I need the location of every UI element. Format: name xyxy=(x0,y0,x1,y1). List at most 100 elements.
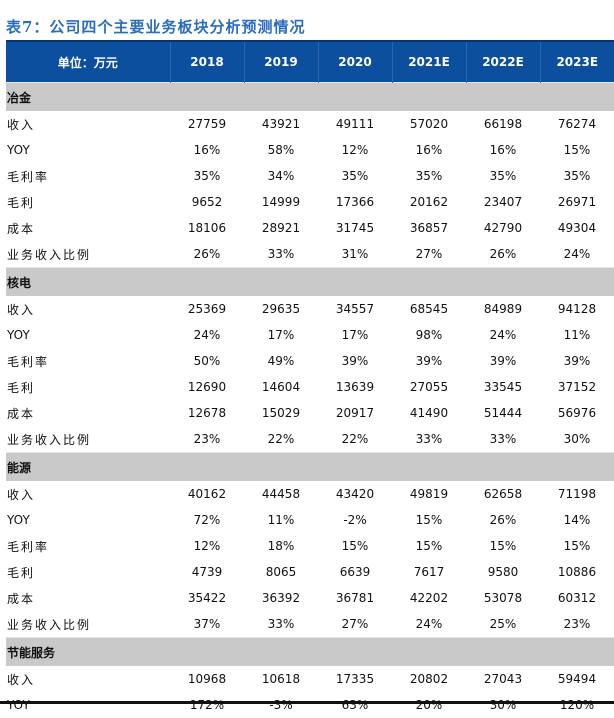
table-cell: 94128 xyxy=(557,302,597,316)
table-row: 收入 27759 43921 49111 57020 66198 76274 xyxy=(6,111,614,137)
table-cell: 18% xyxy=(267,539,295,553)
table-cell: 35% xyxy=(341,169,369,183)
table-row: 业务收入比例 26% 33% 31% 27% 26% 24% xyxy=(6,241,614,268)
table-row: 收入 40162 44458 43420 49819 62658 71198 xyxy=(6,481,614,507)
table-cell: 25369 xyxy=(187,302,227,316)
row-label: 毛利率 xyxy=(7,539,50,554)
table-cell: 31% xyxy=(341,247,369,261)
table-cell: 26% xyxy=(193,247,221,261)
table-cell: 72% xyxy=(193,513,221,527)
bottom-rule xyxy=(0,701,614,704)
table-cell: 71198 xyxy=(557,487,597,501)
table-cell: 15% xyxy=(415,539,443,553)
table-cell: 37152 xyxy=(557,380,597,394)
table-cell: 12% xyxy=(193,539,221,553)
table-row: YOY 172% -3% 63% 20% 30% 120% xyxy=(6,692,614,718)
table-cell: 57020 xyxy=(409,117,449,131)
section-name: 核电 xyxy=(6,267,614,296)
table-cell: 35422 xyxy=(187,591,227,605)
table-cell: 120% xyxy=(559,698,595,712)
table-cell: 13639 xyxy=(335,380,375,394)
table-cell: 28921 xyxy=(261,221,301,235)
table-cell: 43921 xyxy=(261,117,301,131)
row-label: 收入 xyxy=(7,117,36,132)
table-cell: 35% xyxy=(563,169,591,183)
table-cell: 62658 xyxy=(483,487,523,501)
table-cell: 172% xyxy=(189,698,225,712)
table-cell: 23% xyxy=(563,617,591,631)
table-cell: -2% xyxy=(343,513,367,527)
section-name: 冶金 xyxy=(6,82,614,111)
year-header: 2019 xyxy=(243,40,318,83)
table-cell: 40162 xyxy=(187,487,227,501)
table-cell: 10886 xyxy=(557,565,597,579)
forecast-table: 单位：万元 2018 2019 2020 2021E 2022E 2023E 冶… xyxy=(6,40,614,718)
year-header: 2023E xyxy=(539,40,614,83)
table-cell: 39% xyxy=(341,354,369,368)
unit-header: 单位：万元 xyxy=(6,40,170,83)
row-label: 收入 xyxy=(7,672,36,687)
row-label: 成本 xyxy=(7,591,36,606)
table-cell: 10968 xyxy=(187,672,227,686)
table-cell: 26% xyxy=(489,513,517,527)
table-cell: 63% xyxy=(341,698,369,712)
table-cell: 33% xyxy=(489,432,517,446)
section-header-row: 冶金 xyxy=(6,82,614,111)
section-name: 能源 xyxy=(6,452,614,481)
table-cell: 33% xyxy=(267,247,295,261)
table-row: 成本 18106 28921 31745 36857 42790 49304 xyxy=(6,215,614,241)
table-cell: 60312 xyxy=(557,591,597,605)
table-cell: 36392 xyxy=(261,591,301,605)
table-cell: 20% xyxy=(415,698,443,712)
table-cell: 29635 xyxy=(261,302,301,316)
table-cell: 34557 xyxy=(335,302,375,316)
row-label: YOY xyxy=(7,698,30,712)
table-cell: 41490 xyxy=(409,406,449,420)
table-cell: 20802 xyxy=(409,672,449,686)
table-row: 毛利率 12% 18% 15% 15% 15% 15% xyxy=(6,533,614,559)
table-row: 成本 35422 36392 36781 42202 53078 60312 xyxy=(6,585,614,611)
table-cell: 20162 xyxy=(409,195,449,209)
table-cell: 26971 xyxy=(557,195,597,209)
table-cell: 17335 xyxy=(335,672,375,686)
table-cell: 10618 xyxy=(261,672,301,686)
table-title: 表7：公司四个主要业务板块分析预测情况 xyxy=(6,18,306,36)
row-label: 业务收入比例 xyxy=(7,432,92,447)
table-cell: 6639 xyxy=(339,565,371,579)
table-cell: 36857 xyxy=(409,221,449,235)
row-label: 成本 xyxy=(7,406,36,421)
row-label: 业务收入比例 xyxy=(7,247,92,262)
table-row: 业务收入比例 23% 22% 22% 33% 33% 30% xyxy=(6,426,614,453)
row-label: 成本 xyxy=(7,221,36,236)
table-cell: 30% xyxy=(563,432,591,446)
table-cell: 27043 xyxy=(483,672,523,686)
table-cell: 11% xyxy=(267,513,295,527)
table-row: 成本 12678 15029 20917 41490 51444 56976 xyxy=(6,400,614,426)
table-cell: 12690 xyxy=(187,380,227,394)
table-cell: -3% xyxy=(269,698,293,712)
table-row: 毛利 9652 14999 17366 20162 23407 26971 xyxy=(6,189,614,215)
table-cell: 56976 xyxy=(557,406,597,420)
table-cell: 15% xyxy=(341,539,369,553)
table-cell: 35% xyxy=(193,169,221,183)
row-label: 毛利 xyxy=(7,195,36,210)
table-cell: 49304 xyxy=(557,221,597,235)
table-cell: 43420 xyxy=(335,487,375,501)
table-cell: 18106 xyxy=(187,221,227,235)
row-label: YOY xyxy=(7,143,30,157)
table-cell: 27055 xyxy=(409,380,449,394)
table-cell: 84989 xyxy=(483,302,523,316)
table-cell: 20917 xyxy=(335,406,375,420)
table-cell: 12678 xyxy=(187,406,227,420)
table-row: 收入 25369 29635 34557 68545 84989 94128 xyxy=(6,296,614,322)
table-cell: 30% xyxy=(489,698,517,712)
table-cell: 36781 xyxy=(335,591,375,605)
table-cell: 14604 xyxy=(261,380,301,394)
table-cell: 23% xyxy=(193,432,221,446)
table-cell: 14999 xyxy=(261,195,301,209)
row-label: 毛利率 xyxy=(7,354,50,369)
table-row: 收入 10968 10618 17335 20802 27043 59494 xyxy=(6,666,614,692)
section-header-row: 节能服务 xyxy=(6,637,614,666)
table-cell: 17% xyxy=(267,328,295,342)
table-cell: 59494 xyxy=(557,672,597,686)
